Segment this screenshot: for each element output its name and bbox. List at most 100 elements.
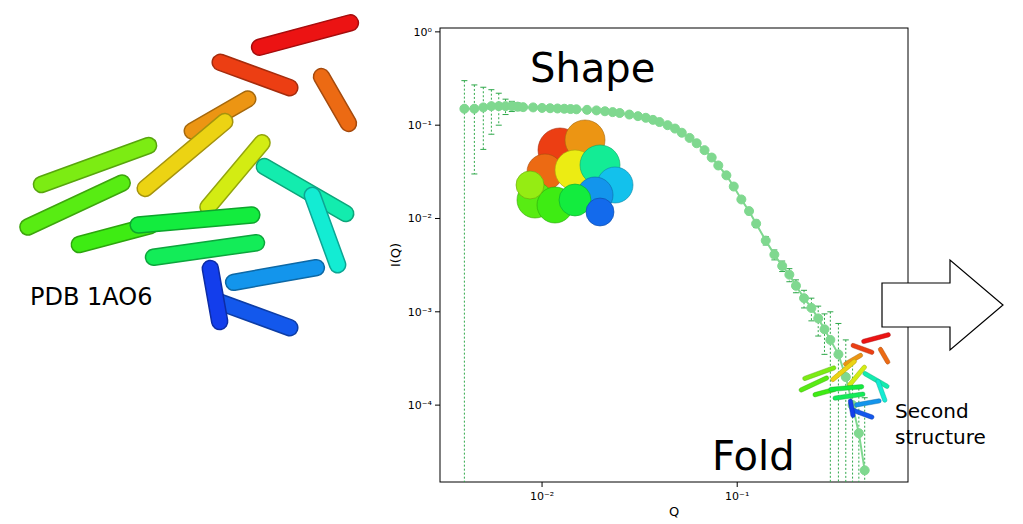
data-point xyxy=(854,429,863,438)
error-bar-cap xyxy=(480,149,486,150)
error-bar-line xyxy=(838,323,839,482)
data-point xyxy=(707,153,716,162)
plot-frame xyxy=(440,28,908,482)
error-bar-cap xyxy=(488,89,494,90)
y-tick xyxy=(435,405,440,406)
x-tick-label: 10⁻² xyxy=(530,490,554,503)
error-bar-line xyxy=(464,81,465,482)
data-point xyxy=(737,195,746,204)
arrow xyxy=(882,260,1003,350)
error-bar xyxy=(488,90,494,135)
x-tick xyxy=(542,482,543,487)
error-bar-cap xyxy=(480,87,486,88)
helix xyxy=(829,384,864,391)
data-point xyxy=(677,128,686,137)
data-point xyxy=(785,270,794,279)
annotation: Fold xyxy=(712,433,795,479)
figure: 10⁻²10⁻¹10⁻⁴10⁻³10⁻²10⁻¹10⁰QI(Q)ShapeFol… xyxy=(0,0,1023,524)
error-bar-cap xyxy=(801,307,807,308)
y-tick xyxy=(435,311,440,312)
helix xyxy=(878,346,891,365)
data-point xyxy=(807,303,816,312)
helix xyxy=(253,156,356,225)
error-bar-cap xyxy=(786,281,792,282)
data-point xyxy=(625,110,634,119)
data-point xyxy=(826,335,835,344)
data-point xyxy=(800,294,809,303)
x-axis-title: Q xyxy=(669,504,679,519)
helix xyxy=(144,234,265,267)
data-point xyxy=(791,281,800,290)
data-point xyxy=(692,139,701,148)
error-bar-cap xyxy=(496,125,502,126)
helix xyxy=(201,259,229,331)
error-bar-cap xyxy=(786,268,792,269)
helix xyxy=(31,135,159,194)
data-point xyxy=(615,109,624,118)
data-point xyxy=(700,146,709,155)
error-bar-cap xyxy=(779,271,785,272)
x-tick xyxy=(737,482,738,487)
data-point xyxy=(592,106,601,115)
surface-blob xyxy=(586,198,614,226)
data-point xyxy=(722,171,731,180)
surface-blob xyxy=(516,171,544,199)
y-tick-label: 10⁻¹ xyxy=(408,119,432,132)
error-bar-cap xyxy=(471,173,477,174)
error-bar xyxy=(835,323,841,482)
data-point xyxy=(834,350,843,359)
error-bar-cap xyxy=(793,279,799,280)
y-tick-label: 10⁰ xyxy=(414,26,433,39)
error-bar-cap xyxy=(808,320,814,321)
data-point xyxy=(460,104,469,113)
data-point xyxy=(752,219,761,228)
y-tick-label: 10⁻⁴ xyxy=(408,399,433,412)
error-bar-cap xyxy=(503,99,509,100)
error-bar-cap xyxy=(827,311,833,312)
data-point xyxy=(820,325,829,334)
error-bar-cap xyxy=(821,313,827,314)
helix xyxy=(224,258,325,291)
error-bar-cap xyxy=(488,134,494,135)
y-tick xyxy=(435,125,440,126)
error-bar-cap xyxy=(843,339,849,340)
helix xyxy=(311,66,360,135)
error-bar-cap xyxy=(835,323,841,324)
error-bar-cap xyxy=(496,93,502,94)
helix xyxy=(861,332,891,344)
data-group xyxy=(460,81,869,482)
data-point xyxy=(714,161,723,170)
data-point xyxy=(729,182,738,191)
x-tick-label: 10⁻¹ xyxy=(725,490,749,503)
data-line xyxy=(464,106,864,470)
data-point xyxy=(860,466,869,475)
error-bar-line xyxy=(483,87,484,149)
y-tick-label: 10⁻² xyxy=(408,212,432,225)
helix xyxy=(210,52,300,98)
data-point xyxy=(814,314,823,323)
data-point xyxy=(770,250,779,259)
protein-surface xyxy=(516,120,633,226)
data-point xyxy=(778,261,787,270)
helix xyxy=(130,206,261,233)
data-point xyxy=(572,105,581,114)
helix xyxy=(250,13,360,57)
error-bar-cap xyxy=(793,292,799,293)
helix xyxy=(850,343,874,355)
error-bar-cap xyxy=(801,290,807,291)
error-bar-cap xyxy=(509,111,515,112)
data-point xyxy=(761,236,770,245)
y-tick xyxy=(435,218,440,219)
annotation-line: structure xyxy=(895,425,986,449)
fold-cartoon xyxy=(798,332,891,420)
annotation-line: Second xyxy=(895,399,969,423)
error-bar xyxy=(471,85,477,174)
error-bar-cap xyxy=(821,354,827,355)
helix xyxy=(848,399,856,418)
y-axis-title: I(Q) xyxy=(388,243,403,267)
data-point xyxy=(745,207,754,216)
error-bar-cap xyxy=(808,298,814,299)
error-bar-cap xyxy=(471,84,477,85)
helix xyxy=(854,398,881,407)
y-tick-label: 10⁻³ xyxy=(408,306,432,319)
